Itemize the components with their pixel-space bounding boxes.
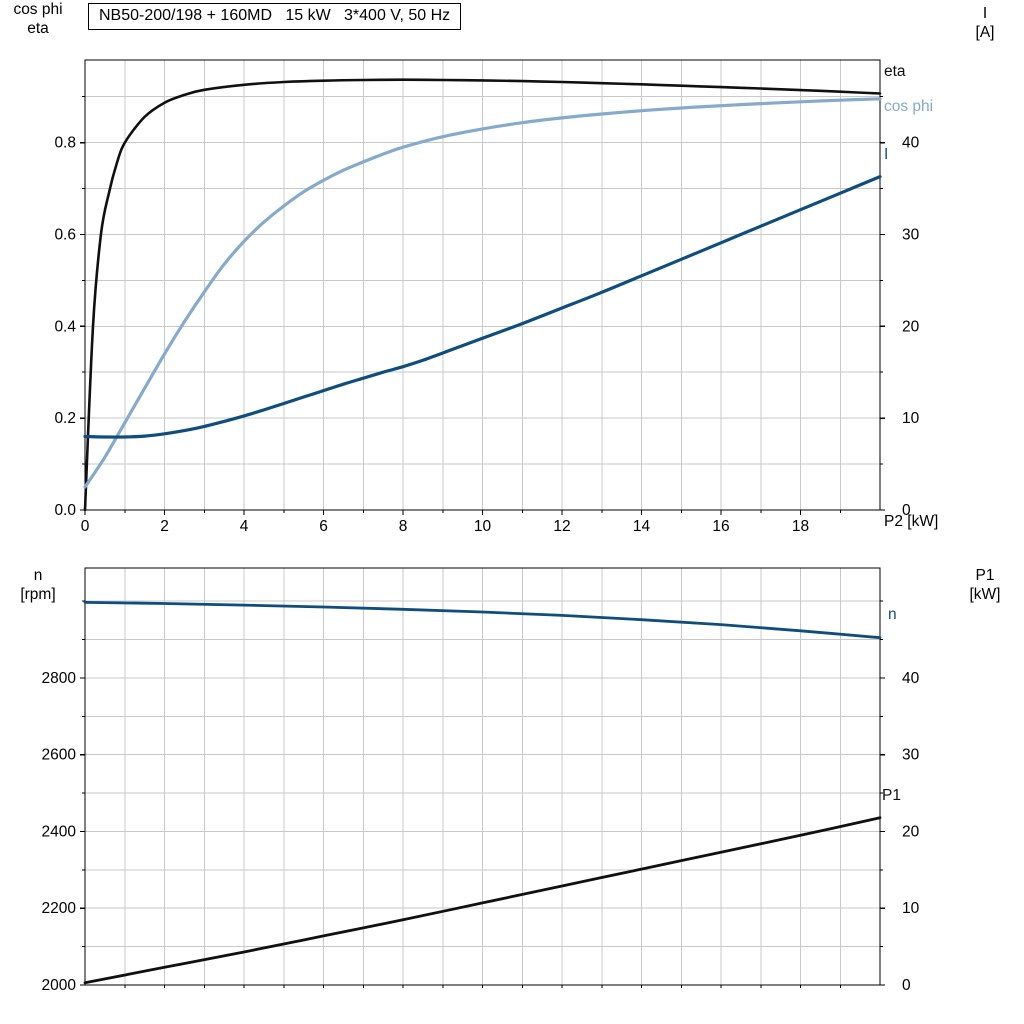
curve-p1-power bbox=[83, 816, 882, 985]
x-tick-label: 18 bbox=[792, 518, 809, 535]
y-left-tick-label: 2200 bbox=[42, 900, 77, 917]
x-axis-label-p2: P2 [kW] bbox=[884, 513, 939, 530]
y-left-tick-label: 0.0 bbox=[54, 502, 76, 519]
x-tick-label: 14 bbox=[633, 518, 651, 535]
axis-title-eta: eta bbox=[27, 20, 49, 37]
y-left-tick-label: 2600 bbox=[42, 747, 77, 764]
y-right-tick-label: 40 bbox=[902, 135, 920, 152]
axis-title-current: I bbox=[982, 5, 988, 22]
motor-electrical-chart: 0 2 4 6 8 10 12 14 16 18 0.0 0.2 0.4 0.6 0.8 0 10 20 30 40 bbox=[54, 59, 920, 535]
speed-power-chart: 2000 2200 2400 2600 2800 0 10 20 30 40 bbox=[42, 567, 920, 994]
x-tick-label: 8 bbox=[399, 518, 408, 535]
y-right-tick-label: 10 bbox=[902, 900, 920, 917]
plot-frame bbox=[84, 567, 881, 986]
y-right-tick-label: 0 bbox=[902, 502, 911, 519]
curve-current bbox=[83, 175, 882, 439]
x-tick-label: 4 bbox=[240, 518, 249, 535]
y-left-tick-label: 2400 bbox=[42, 824, 77, 841]
axis-title-cos-phi: cos phi bbox=[13, 1, 63, 18]
chart-title-box: NB50-200/198 + 160MD 15 kW 3*400 V, 50 H… bbox=[88, 3, 462, 30]
y-right-tick-label: 0 bbox=[902, 977, 911, 994]
axis-title-speed-unit: [rpm] bbox=[20, 586, 56, 603]
y-left-tick-label: 0.6 bbox=[54, 227, 76, 244]
top-chart-left-axis-title: cos phi eta bbox=[0, 0, 76, 38]
x-tick-label: 12 bbox=[553, 518, 570, 535]
curve-label-current: I bbox=[884, 146, 889, 163]
bottom-chart-left-axis-title: n [rpm] bbox=[0, 566, 76, 604]
curve-label-eta: eta bbox=[884, 63, 906, 80]
axis-title-p1-unit: [kW] bbox=[969, 586, 1001, 603]
axis-title-speed: n bbox=[33, 567, 43, 584]
top-chart-right-axis-title: I [A] bbox=[955, 4, 1015, 42]
curve-label-p1: P1 bbox=[882, 787, 901, 804]
y-right-tick-label: 40 bbox=[902, 670, 920, 687]
y-right-tick-label: 30 bbox=[902, 227, 920, 244]
y-left-tick-label: 2800 bbox=[42, 670, 77, 687]
y-left-tick-label: 0.8 bbox=[54, 135, 76, 152]
y-right-tick-label: 10 bbox=[902, 410, 920, 427]
x-tick-label: 10 bbox=[474, 518, 492, 535]
y-right-tick-label: 20 bbox=[902, 318, 920, 335]
y-left-tick-label: 0.4 bbox=[54, 318, 76, 335]
x-tick-label: 2 bbox=[160, 518, 169, 535]
curve-speed bbox=[83, 601, 882, 640]
y-right-tick-label: 20 bbox=[902, 824, 920, 841]
y-left-tick-label: 0.2 bbox=[54, 410, 76, 427]
curve-label-cos-phi: cos phi bbox=[884, 98, 934, 115]
x-tick-label: 6 bbox=[319, 518, 328, 535]
axis-title-current-unit: [A] bbox=[975, 24, 995, 41]
bottom-chart-right-axis-title: P1 [kW] bbox=[955, 566, 1015, 604]
curve-label-speed: n bbox=[888, 606, 897, 623]
x-tick-label: 0 bbox=[81, 518, 90, 535]
curve-eta bbox=[83, 78, 882, 512]
axis-title-p1: P1 bbox=[975, 567, 995, 584]
x-tick-label: 16 bbox=[712, 518, 729, 535]
y-left-tick-label: 2000 bbox=[42, 977, 77, 994]
curve-cos-phi bbox=[83, 97, 882, 489]
y-right-tick-label: 30 bbox=[902, 747, 920, 764]
